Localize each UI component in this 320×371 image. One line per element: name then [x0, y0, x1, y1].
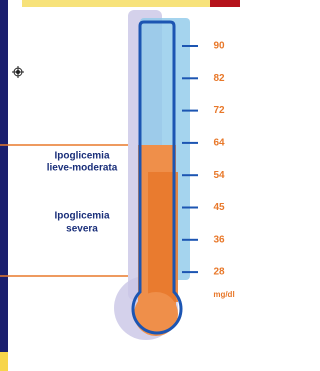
tick-label: 72	[213, 105, 225, 116]
zone-label: severa	[66, 224, 98, 235]
page: 90 82 72 64 54 45 36 28 mg/dl Ipoglicemia lieve…	[0, 0, 240, 371]
top-bar	[22, 0, 210, 7]
tick-label: 28	[213, 267, 225, 278]
tick-label: 45	[213, 202, 225, 213]
tick-label: 64	[213, 138, 225, 149]
left-accent	[0, 352, 8, 371]
thermometer-diagram: 90 82 72 64 54 45 36 28 mg/dl Ipoglicemia lieve…	[0, 0, 240, 371]
zone-label: Ipoglicemia	[54, 211, 109, 222]
unit-label: mg/dl	[213, 290, 234, 299]
zone-label: Ipoglicemia	[54, 151, 109, 162]
thermometer	[114, 10, 190, 340]
left-bar	[0, 0, 8, 352]
top-accent	[210, 0, 240, 7]
zone-label: lieve-moderata	[47, 163, 118, 174]
tick-label: 54	[213, 170, 225, 181]
tick-label: 82	[213, 73, 225, 84]
target-icon	[12, 66, 24, 78]
tick-label: 90	[213, 41, 225, 52]
tick-label: 36	[213, 234, 225, 245]
